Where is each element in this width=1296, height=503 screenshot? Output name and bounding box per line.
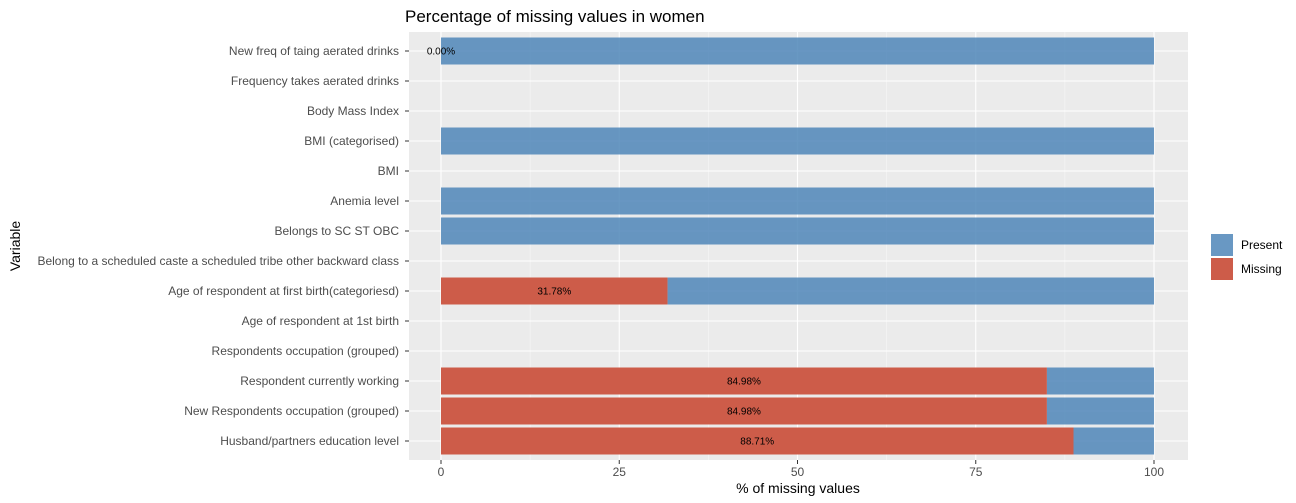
category-label: Respondent currently working: [240, 374, 399, 388]
plot-panel: [409, 32, 1188, 460]
bar-missing: [441, 397, 1047, 425]
bar-present: [441, 187, 1154, 215]
category-label: BMI: [378, 164, 399, 178]
bar-missing: [441, 427, 1074, 455]
legend-key-present: [1211, 234, 1233, 256]
category-label: BMI (categorised): [304, 134, 399, 148]
category-label: Frequency takes aerated drinks: [231, 74, 399, 88]
bar-present: [1046, 397, 1154, 425]
bar-present: [1046, 367, 1154, 395]
bar-missing: [441, 277, 668, 305]
x-axis: 0 25 50 75 100: [438, 460, 1164, 479]
x-axis-title: % of missing values: [736, 480, 860, 496]
legend: Present Missing: [1211, 234, 1283, 280]
chart-title: Percentage of missing values in women: [405, 7, 705, 26]
category-label: Body Mass Index: [307, 104, 399, 118]
bar-missing: [441, 367, 1047, 395]
category-label: Husband/partners education level: [220, 434, 399, 448]
x-tick-label: 100: [1144, 465, 1164, 479]
category-label: Belongs to SC ST OBC: [275, 224, 400, 238]
category-label: Belong to a scheduled caste a scheduled …: [37, 254, 399, 268]
legend-label-present: Present: [1241, 238, 1283, 252]
x-tick-label: 25: [613, 465, 627, 479]
y-axis-title: Variable: [7, 221, 23, 272]
legend-key-missing: [1211, 258, 1233, 280]
y-axis: New freq of taing aerated drinks Frequenc…: [37, 44, 409, 448]
data-label: 0.00%: [427, 47, 455, 58]
category-label: Respondents occupation (grouped): [212, 344, 399, 358]
bar-present: [667, 277, 1154, 305]
data-label: 84.98%: [727, 377, 761, 388]
data-label: 84.98%: [727, 407, 761, 418]
category-label: Age of respondent at 1st birth: [242, 314, 399, 328]
data-label: 88.71%: [740, 437, 774, 448]
category-label: New freq of taing aerated drinks: [229, 44, 399, 58]
category-label: Age of respondent at first birth(categor…: [168, 284, 399, 298]
data-labels: 0.00% 31.78% 84.98% 84.98% 88.71%: [427, 47, 774, 448]
bar-present: [441, 127, 1154, 155]
bar-present: [1073, 427, 1154, 455]
x-tick-label: 0: [438, 465, 445, 479]
category-label: New Respondents occupation (grouped): [184, 404, 399, 418]
x-tick-label: 50: [791, 465, 805, 479]
category-label: Anemia level: [330, 194, 399, 208]
bar-present: [441, 217, 1154, 245]
bar-present: [441, 37, 1154, 65]
data-label: 31.78%: [537, 287, 571, 298]
legend-label-missing: Missing: [1241, 262, 1282, 276]
x-tick-label: 75: [969, 465, 983, 479]
bars: [441, 37, 1154, 455]
